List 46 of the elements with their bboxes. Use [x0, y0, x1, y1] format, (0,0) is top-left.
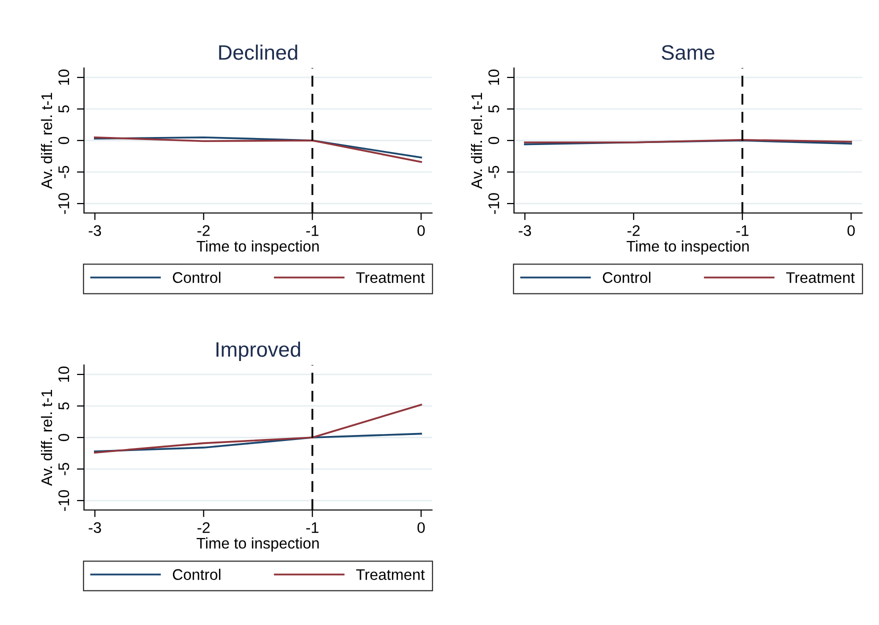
chart-title: Declined [219, 44, 298, 60]
x-axis-title: Time to inspection [626, 240, 749, 255]
legend-label: Control [172, 568, 220, 580]
x-tick-label: 0 [417, 225, 425, 236]
y-tick-label: 5 [58, 105, 70, 113]
line-series [94, 136, 422, 158]
legend-label: Treatment [356, 569, 425, 580]
y-tick-label: 10 [488, 70, 500, 85]
y-tick-label: -5 [58, 462, 70, 476]
chart-title: Improved [216, 342, 300, 361]
y-tick-label: -5 [58, 166, 70, 178]
x-tick-label: -1 [306, 522, 318, 533]
legend-label: Treatment [786, 272, 855, 283]
x-axis-title: Time to inspection [196, 537, 319, 552]
x-tick-label: 0 [847, 225, 855, 236]
legend-label: Treatment [356, 272, 425, 283]
x-tick-label: -3 [518, 225, 531, 236]
x-tick-label: -1 [306, 225, 318, 236]
x-tick-label: -2 [198, 522, 210, 533]
y-tick-label: -10 [488, 193, 500, 214]
legend-label: Control [172, 272, 220, 283]
x-axis-title: Time to inspection [196, 240, 319, 255]
y-tick-label: 10 [58, 366, 70, 382]
y-tick-label: 0 [58, 136, 70, 144]
y-tick-label: -10 [58, 193, 70, 214]
y-axis-title: Av. diff. rel. t-1 [470, 92, 482, 189]
line-series [94, 404, 422, 454]
x-tick-label: -3 [88, 225, 101, 236]
line-series [94, 136, 422, 163]
x-tick-label: -2 [198, 225, 210, 236]
y-tick-label: 0 [58, 434, 70, 442]
line-series [94, 432, 422, 452]
x-tick-label: 0 [417, 522, 425, 534]
y-tick-label: 0 [488, 136, 500, 144]
x-tick-label: -3 [88, 522, 101, 534]
y-tick-label: -10 [58, 490, 70, 511]
y-tick-label: 5 [58, 402, 70, 410]
y-tick-label: 10 [58, 70, 70, 85]
y-axis-title: Av. diff. rel. t-1 [40, 390, 52, 486]
y-tick-label: 5 [488, 105, 500, 113]
legend-label: Control [602, 272, 650, 283]
y-tick-label: -5 [488, 166, 500, 178]
x-tick-label: -2 [628, 225, 640, 236]
chart-title: Same [662, 45, 714, 60]
y-axis-title: Av. diff. rel. t-1 [40, 92, 52, 189]
x-tick-label: -1 [736, 225, 748, 236]
